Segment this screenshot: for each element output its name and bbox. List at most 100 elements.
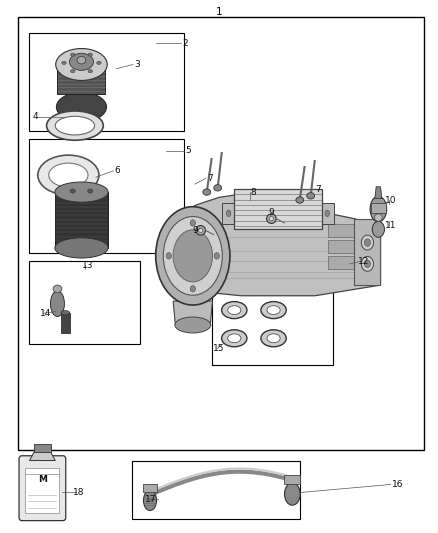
Text: 3: 3 bbox=[134, 60, 140, 69]
Ellipse shape bbox=[261, 302, 286, 319]
Ellipse shape bbox=[55, 182, 108, 202]
Ellipse shape bbox=[203, 189, 211, 195]
Ellipse shape bbox=[70, 189, 75, 193]
Polygon shape bbox=[61, 313, 70, 333]
Bar bbox=[18, 17, 424, 450]
Bar bbox=[371, 203, 386, 213]
Ellipse shape bbox=[269, 216, 274, 221]
Ellipse shape bbox=[163, 216, 222, 295]
Bar bbox=[222, 203, 235, 224]
Ellipse shape bbox=[374, 214, 382, 221]
Ellipse shape bbox=[56, 49, 107, 80]
Ellipse shape bbox=[307, 192, 314, 199]
Text: 9: 9 bbox=[268, 208, 274, 217]
Ellipse shape bbox=[325, 210, 329, 216]
Ellipse shape bbox=[190, 286, 195, 292]
Text: 8: 8 bbox=[251, 188, 256, 197]
Bar bbox=[354, 219, 380, 285]
Ellipse shape bbox=[267, 214, 276, 223]
Bar bbox=[321, 203, 334, 224]
Ellipse shape bbox=[214, 184, 222, 191]
Bar bbox=[234, 189, 321, 229]
Ellipse shape bbox=[364, 260, 371, 268]
Bar bbox=[34, 444, 51, 452]
Ellipse shape bbox=[198, 228, 203, 232]
Ellipse shape bbox=[370, 196, 387, 222]
Bar bbox=[328, 224, 363, 237]
Ellipse shape bbox=[228, 334, 241, 343]
Bar bbox=[328, 240, 363, 253]
Ellipse shape bbox=[196, 225, 205, 235]
Text: 2: 2 bbox=[182, 39, 187, 48]
Ellipse shape bbox=[88, 53, 92, 56]
Ellipse shape bbox=[267, 305, 280, 314]
Text: 7: 7 bbox=[207, 174, 212, 183]
Ellipse shape bbox=[88, 70, 92, 73]
Ellipse shape bbox=[173, 230, 212, 282]
Ellipse shape bbox=[50, 291, 64, 317]
Ellipse shape bbox=[214, 253, 219, 259]
Ellipse shape bbox=[53, 285, 62, 293]
Ellipse shape bbox=[55, 238, 108, 258]
Bar bbox=[29, 33, 184, 131]
Text: 1: 1 bbox=[215, 7, 223, 17]
Ellipse shape bbox=[361, 235, 374, 250]
Ellipse shape bbox=[166, 253, 171, 259]
Ellipse shape bbox=[88, 189, 93, 193]
Bar bbox=[132, 461, 300, 519]
Polygon shape bbox=[55, 192, 108, 248]
Ellipse shape bbox=[77, 56, 86, 64]
Bar bbox=[25, 468, 59, 513]
Ellipse shape bbox=[49, 163, 88, 187]
Ellipse shape bbox=[222, 302, 247, 319]
Text: 15: 15 bbox=[213, 344, 225, 353]
Ellipse shape bbox=[222, 330, 247, 347]
Text: 13: 13 bbox=[81, 261, 93, 270]
Text: 12: 12 bbox=[358, 257, 369, 265]
Ellipse shape bbox=[285, 483, 300, 505]
Text: 17: 17 bbox=[145, 495, 156, 504]
Polygon shape bbox=[57, 64, 106, 94]
Polygon shape bbox=[173, 301, 212, 325]
Ellipse shape bbox=[55, 116, 95, 135]
Text: 16: 16 bbox=[392, 480, 403, 489]
Ellipse shape bbox=[38, 155, 99, 195]
Text: 9: 9 bbox=[193, 226, 198, 235]
Ellipse shape bbox=[57, 92, 106, 122]
Polygon shape bbox=[375, 187, 382, 198]
Ellipse shape bbox=[61, 311, 70, 315]
Text: 4: 4 bbox=[32, 112, 38, 121]
Ellipse shape bbox=[71, 70, 75, 73]
Ellipse shape bbox=[175, 317, 211, 333]
Ellipse shape bbox=[226, 210, 231, 216]
Ellipse shape bbox=[70, 53, 93, 70]
Ellipse shape bbox=[190, 220, 195, 226]
Ellipse shape bbox=[71, 53, 75, 56]
Bar bbox=[328, 256, 363, 269]
Ellipse shape bbox=[62, 61, 66, 64]
Polygon shape bbox=[166, 195, 381, 296]
Ellipse shape bbox=[267, 334, 280, 343]
Ellipse shape bbox=[46, 111, 103, 140]
Text: 7: 7 bbox=[315, 185, 321, 194]
Bar bbox=[29, 139, 184, 253]
Text: M: M bbox=[38, 475, 47, 483]
Ellipse shape bbox=[361, 256, 374, 271]
Bar bbox=[212, 288, 332, 365]
Text: 10: 10 bbox=[385, 196, 396, 205]
Ellipse shape bbox=[364, 239, 371, 246]
FancyBboxPatch shape bbox=[19, 456, 66, 521]
Polygon shape bbox=[29, 451, 55, 461]
Text: 6: 6 bbox=[114, 166, 120, 175]
Ellipse shape bbox=[261, 330, 286, 347]
Text: 14: 14 bbox=[40, 309, 51, 318]
Ellipse shape bbox=[228, 305, 241, 314]
Ellipse shape bbox=[97, 61, 101, 64]
Ellipse shape bbox=[155, 207, 230, 305]
Ellipse shape bbox=[296, 197, 304, 203]
Bar bbox=[29, 261, 141, 344]
Bar bbox=[143, 484, 157, 492]
Text: 11: 11 bbox=[385, 221, 396, 230]
Bar bbox=[285, 475, 300, 484]
Ellipse shape bbox=[372, 221, 385, 237]
